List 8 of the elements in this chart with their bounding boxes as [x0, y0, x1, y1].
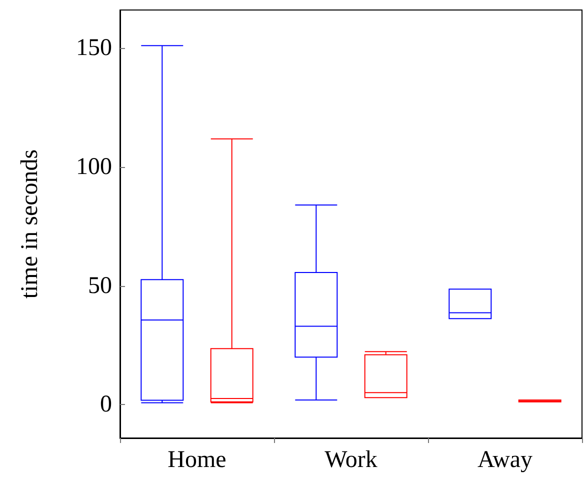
y-tick-label: 0: [100, 392, 112, 418]
x-tick-label: Away: [477, 447, 533, 473]
y-axis-title: time in seconds: [17, 149, 43, 299]
x-tick-label: Home: [168, 447, 226, 473]
y-tick-label: 150: [76, 35, 112, 62]
y-tick-label: 50: [88, 272, 112, 299]
y-tick-label: 100: [76, 154, 112, 180]
x-tick-label: Work: [324, 447, 378, 473]
